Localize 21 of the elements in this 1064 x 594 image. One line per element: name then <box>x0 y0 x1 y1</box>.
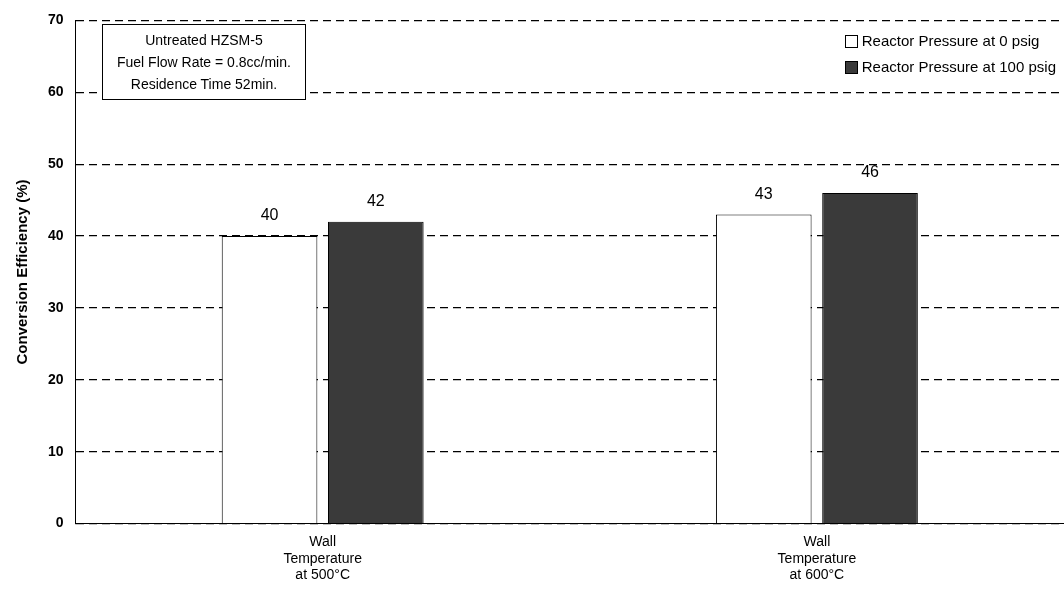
y-tick-label: 40 <box>47 226 64 243</box>
annotation: Fuel Flow Rate = 0.8cc/min. <box>117 53 291 72</box>
text: Reactor Pressure at 0 psig <box>861 31 1040 51</box>
y-axis-title: Conversion Efficiency (%) <box>13 179 31 365</box>
y-tick-label: 70 <box>47 11 64 28</box>
legend-label: Reactor Pressure at 100 psig <box>861 57 1056 77</box>
y-tick-label: 10 <box>47 442 64 459</box>
x-tick-label: Wall Temperature at 600°C <box>777 532 857 583</box>
x-tick-label: Wall Temperature at 500°C <box>283 532 363 583</box>
data-label: 46 <box>861 163 880 181</box>
data-label: 42 <box>366 192 385 210</box>
note-box: Untreated HZSM-5 Fuel Flow Rate = 0.8cc/min. Residence Time 52min. <box>102 24 306 100</box>
annotation: Untreated HZSM-5 <box>144 31 264 50</box>
y-tick-label: 0 <box>55 514 64 531</box>
y-tick-label: 50 <box>47 155 64 172</box>
data-label: 43 <box>754 184 773 202</box>
y-tick-label: 20 <box>47 370 64 387</box>
y-tick-label: 60 <box>47 83 64 100</box>
data-label: 40 <box>260 206 279 224</box>
annotation: Residence Time 52min. <box>129 75 279 94</box>
y-tick-label: 30 <box>47 298 64 315</box>
